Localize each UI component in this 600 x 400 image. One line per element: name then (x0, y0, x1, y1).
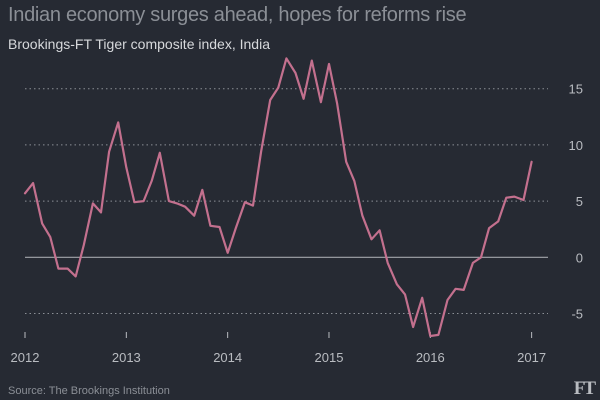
y-tick-label: 0 (576, 250, 583, 265)
y-tick-label: 15 (569, 82, 583, 97)
chart-subtitle: Brookings-FT Tiger composite index, Indi… (8, 36, 270, 52)
ft-logo: FT (573, 378, 596, 399)
x-tick-label: 2014 (213, 350, 242, 365)
x-tick-label: 2013 (112, 350, 141, 365)
y-tick-label: 10 (569, 138, 583, 153)
x-tick-label: 2015 (315, 350, 344, 365)
chart-title: Indian economy surges ahead, hopes for r… (8, 4, 467, 26)
series-layer (23, 57, 533, 338)
grid-layer: 15 10 5 0 -5 (25, 82, 583, 322)
x-tick-label: 2016 (416, 350, 445, 365)
x-tick-label: 2017 (517, 350, 546, 365)
y-tick-label: 5 (576, 194, 583, 209)
y-tick-label: -5 (571, 307, 583, 322)
x-axis: 2012 2013 2014 2015 2016 2017 (11, 332, 546, 365)
x-tick-label: 2012 (11, 350, 40, 365)
source-note: Source: The Brookings Institution (8, 385, 170, 397)
series-line (23, 57, 533, 338)
